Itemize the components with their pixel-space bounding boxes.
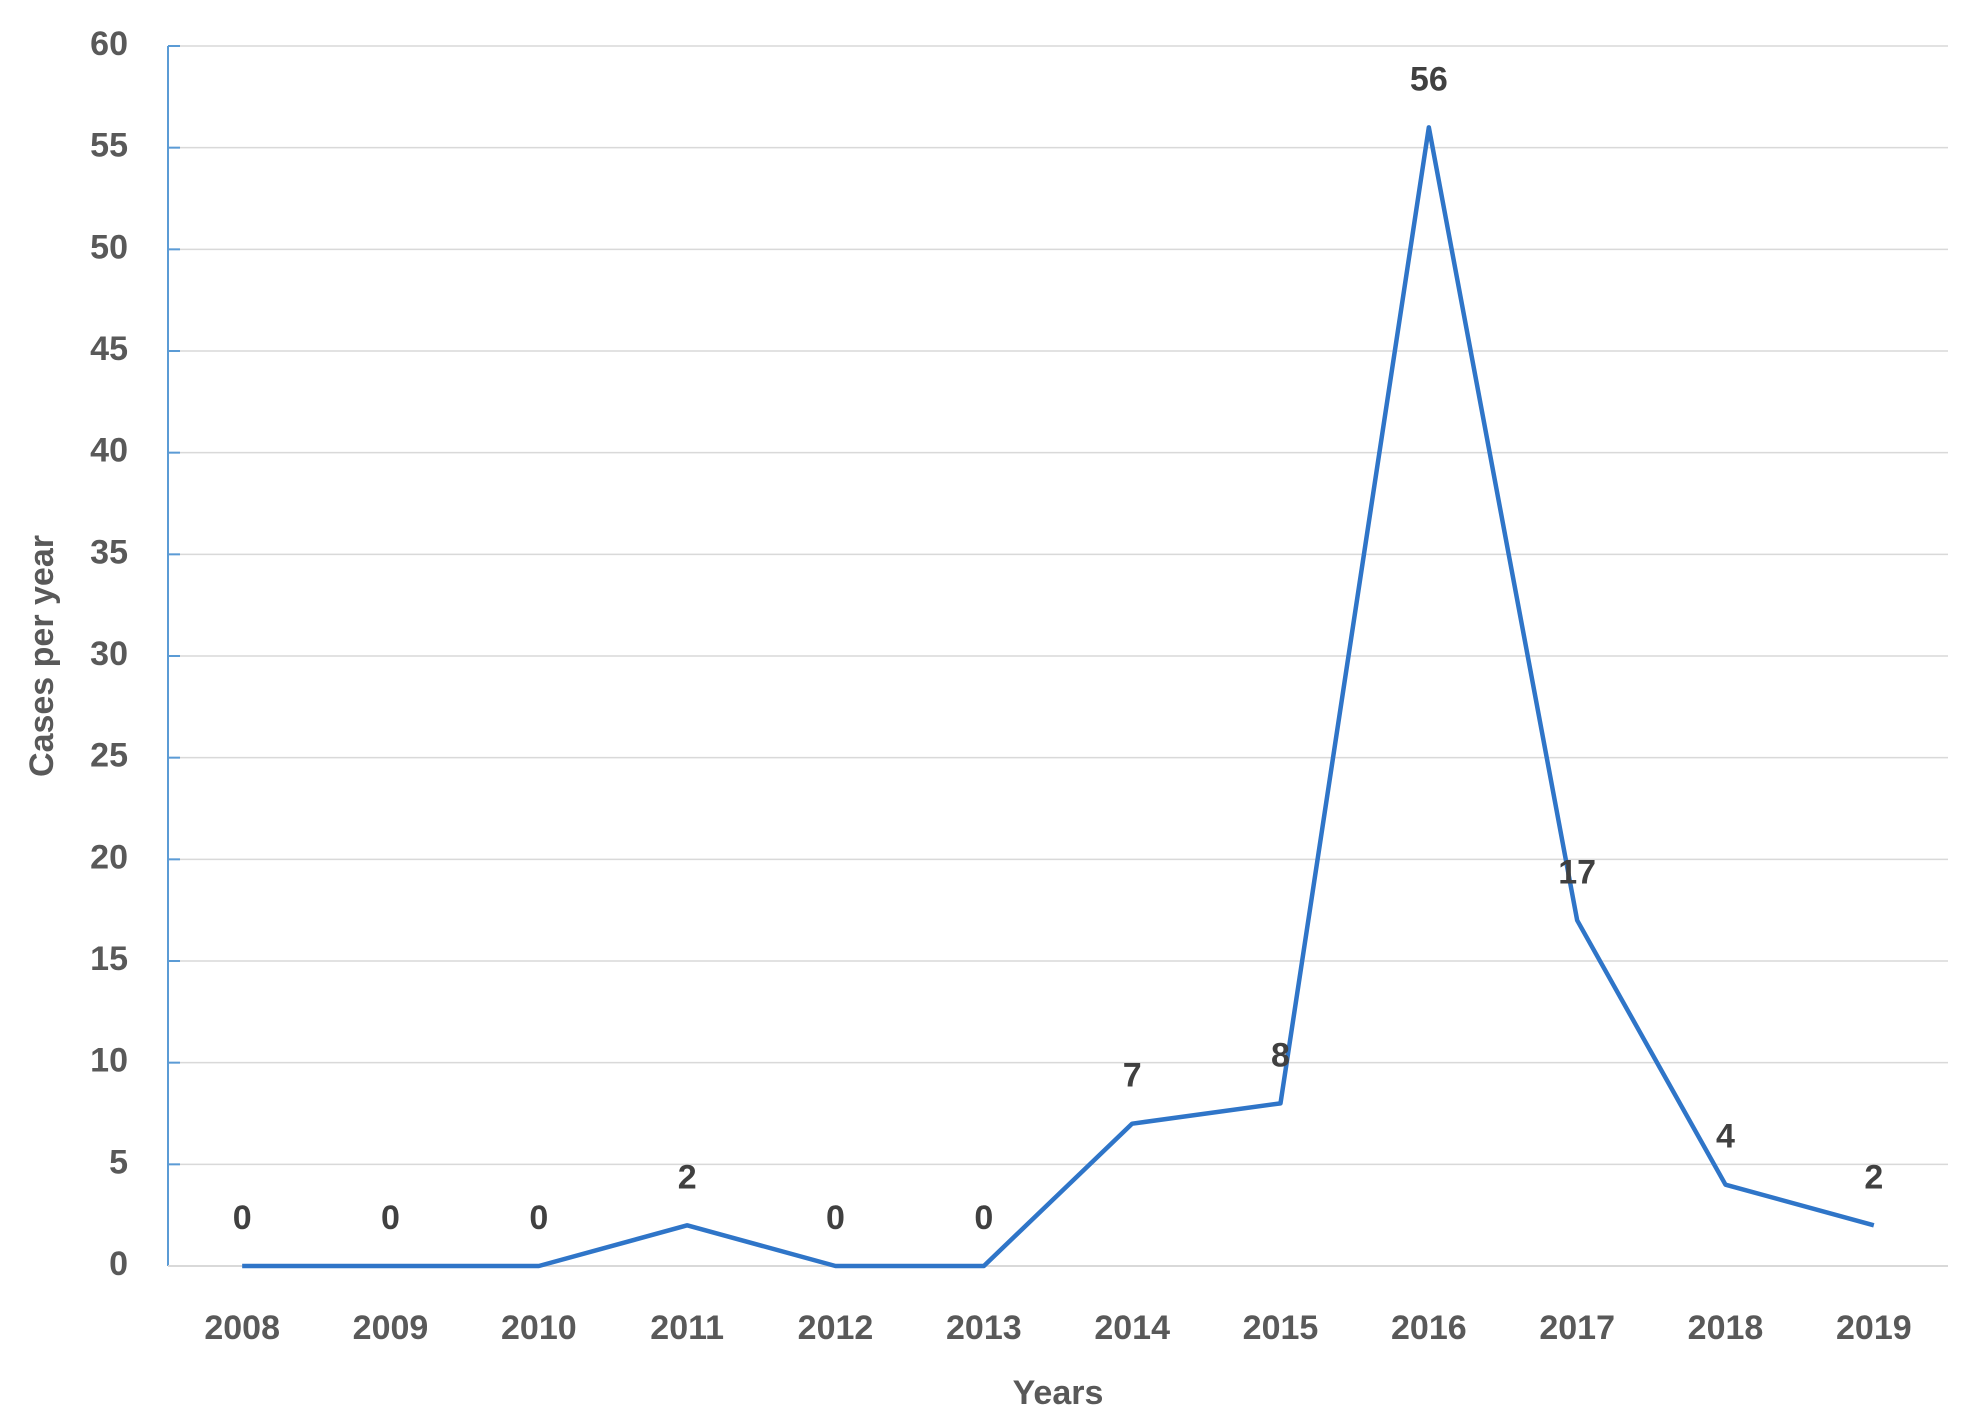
y-tick-label: 15 [90,940,128,978]
x-tick-label: 2010 [501,1309,577,1347]
x-tick-label: 2012 [798,1309,874,1347]
data-label: 4 [1716,1118,1735,1156]
data-label: 0 [381,1199,400,1237]
x-tick-label: 2011 [650,1309,724,1347]
y-tick-label: 60 [90,25,128,63]
data-label: 0 [233,1199,252,1237]
y-tick-label: 50 [90,228,128,266]
data-label: 0 [826,1199,845,1237]
y-tick-label: 20 [90,838,128,876]
data-label: 2 [678,1158,697,1196]
x-tick-label: 2018 [1688,1309,1764,1347]
y-tick-label: 10 [90,1042,128,1080]
x-tick-label: 2009 [353,1309,429,1347]
data-label: 0 [974,1199,993,1237]
y-tick-label: 45 [90,330,128,368]
data-line [242,125,1875,1269]
y-tick-label: 5 [109,1143,128,1181]
data-label: 0 [529,1199,548,1237]
x-tick-label: 2008 [204,1309,280,1347]
x-tick-label: 2015 [1243,1309,1319,1347]
x-tick-label: 2013 [946,1309,1022,1347]
y-tick-label: 35 [90,533,128,571]
y-tick-label: 0 [109,1245,128,1283]
y-tick-label: 30 [90,635,128,673]
data-label: 7 [1123,1057,1142,1095]
x-tick-label: 2017 [1539,1309,1615,1347]
y-tick-label: 40 [90,432,128,470]
x-tick-label: 2016 [1391,1309,1467,1347]
x-tick-label: 2014 [1094,1309,1170,1347]
data-label: 8 [1271,1036,1290,1074]
y-axis-title: Cases per year [23,535,61,777]
data-label: 56 [1410,60,1448,98]
y-tick-label: 55 [90,127,128,165]
x-axis-title: Years [1013,1374,1104,1412]
x-tick-label: 2019 [1836,1309,1912,1347]
y-tick-label: 25 [90,737,128,775]
data-label: 17 [1558,853,1596,891]
data-label: 2 [1864,1158,1883,1196]
